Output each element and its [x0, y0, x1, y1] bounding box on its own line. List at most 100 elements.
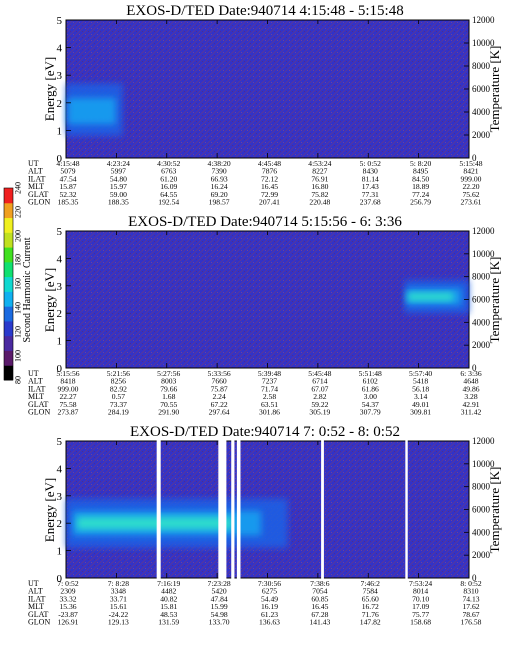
orbit-cell: 16.19 — [261, 602, 278, 611]
data-gap — [231, 440, 235, 579]
orbit-cell: 2.82 — [313, 392, 326, 401]
orbit-cell: 3348 — [111, 587, 126, 596]
feature-core — [77, 517, 233, 530]
colorbar-gradient — [3, 187, 14, 381]
orbit-cell: 16.45 — [311, 602, 328, 611]
orbit-cell: 17.43 — [362, 182, 379, 191]
colorbar-tick-label: 80 — [14, 376, 23, 384]
orbit-cell: 49.86 — [462, 384, 479, 393]
orbit-row-label: ILAT — [28, 594, 45, 603]
orbit-row-label: ALT — [28, 167, 43, 176]
data-gap — [405, 440, 408, 579]
y2-axis-label: Temperature [K] — [487, 46, 502, 133]
orbit-cell: 5:51:48 — [359, 369, 382, 378]
y2-tick-label: 10000 — [472, 459, 495, 469]
orbit-cell: 5: 0:52 — [360, 159, 382, 168]
orbit-cell: 220.48 — [309, 198, 330, 207]
orbit-cell: 77.31 — [362, 190, 379, 199]
orbit-cell: 22.27 — [59, 392, 76, 401]
y-tick-label: 1 — [57, 336, 63, 348]
orbit-cell: 192.54 — [158, 198, 179, 207]
orbit-cell: 0.57 — [112, 392, 125, 401]
orbit-cell: 17.09 — [412, 602, 429, 611]
y-tick-label: 2 — [57, 308, 63, 320]
colorbar-segment — [4, 320, 13, 337]
orbit-row-label: ALT — [28, 587, 43, 596]
colorbar-ticks: 80 100 120 140 160 180 200 220 240 — [14, 182, 23, 384]
y-tick-label: 1 — [57, 546, 63, 558]
orbit-cell: 6275 — [262, 587, 277, 596]
orbit-cell: 17.62 — [462, 602, 479, 611]
orbit-cell: 176.58 — [461, 618, 482, 627]
orbit-row-label: ALT — [28, 377, 43, 386]
data-gap — [236, 440, 241, 579]
y-axis-label: Energy [eV] — [42, 268, 57, 332]
orbit-cell: 207.41 — [259, 198, 280, 207]
orbit-cell: 79.66 — [160, 384, 177, 393]
orbit-cell: 301.86 — [259, 408, 280, 417]
orbit-cell: 4:23:24 — [107, 159, 130, 168]
orbit-cell: 8: 0:52 — [460, 579, 482, 588]
colorbar-segment — [4, 365, 13, 381]
orbit-row-label: GLAT — [28, 190, 49, 199]
orbit-cell: 131.59 — [158, 618, 179, 627]
colorbar-segment — [4, 350, 13, 366]
orbit-cell: 2.24 — [212, 392, 225, 401]
data-gap — [218, 440, 227, 579]
y-axis-label: Energy [eV] — [42, 57, 57, 121]
orbit-cell: 4648 — [463, 377, 478, 386]
orbit-cell: 5420 — [212, 587, 227, 596]
orbit-cell: 2.58 — [263, 392, 276, 401]
orbit-cell: 6102 — [363, 377, 378, 386]
y-tick-label: 5 — [57, 436, 63, 448]
y2-tick-label: 12000 — [472, 436, 495, 446]
panel-1: EXOS-D/TED Date:940714 4:15:48 - 5:15:48… — [28, 3, 502, 207]
orbit-cell: 7: 8:28 — [108, 579, 130, 588]
orbit-cell: 305.19 — [309, 408, 330, 417]
orbit-cell: 999.00 — [461, 174, 482, 183]
orbit-cell: 33.32 — [59, 594, 76, 603]
orbit-cell: 65.60 — [362, 594, 379, 603]
orbit-cell: 5:15:56 — [56, 369, 79, 378]
colorbar-segment — [4, 217, 13, 233]
y2-tick-label: 8000 — [472, 61, 491, 71]
orbit-cell: 15.99 — [211, 602, 228, 611]
colorbar-tick-label: 160 — [14, 278, 23, 290]
orbit-row-label: UT — [28, 369, 39, 378]
axis-ticks: 0 1 2 3 4 5 0 2000 4000 6000 8000 10000 12000 — [57, 15, 496, 165]
orbit-cell: 15.36 — [59, 602, 76, 611]
orbit-cell: 16.72 — [362, 602, 379, 611]
y-tick-label: 0 — [57, 573, 63, 585]
orbit-cell: 70.55 — [160, 400, 177, 409]
orbit-cell: 7:46:2 — [361, 579, 381, 588]
orbit-table: UT 5:15:56 5:21:56 5:27:56 5:33:56 5:39:48 5:4… — [28, 369, 482, 417]
axis-ticks: 0 1 2 3 4 5 0 2000 4000 6000 8000 10000 12000 — [57, 436, 496, 585]
y2-axis-label: Temperature [K] — [487, 467, 502, 554]
orbit-cell: 16.24 — [211, 182, 228, 191]
orbit-cell: 8421 — [463, 167, 478, 176]
orbit-cell: 16.45 — [261, 182, 278, 191]
orbit-cell: 133.70 — [209, 618, 230, 627]
orbit-cell: 141.43 — [309, 618, 330, 627]
orbit-cell: 77.24 — [412, 190, 429, 199]
orbit-row-label: MLT — [28, 182, 44, 191]
colorbar-segment — [4, 232, 13, 248]
colorbar-segment — [4, 261, 13, 278]
y2-tick-label: 4000 — [472, 527, 491, 537]
orbit-row-label: UT — [28, 579, 39, 588]
colorbar-tick-label: 240 — [14, 182, 23, 194]
orbit-cell: 126.91 — [58, 618, 79, 627]
orbit-cell: 5:39:48 — [258, 369, 281, 378]
orbit-cell: 4:15:48 — [56, 159, 79, 168]
orbit-cell: 4:38:20 — [208, 159, 231, 168]
y2-tick-label: 4000 — [472, 317, 491, 327]
orbit-cell: 309.81 — [410, 408, 431, 417]
y2-tick-label: 12000 — [472, 226, 495, 236]
colorbar-segment — [4, 335, 13, 351]
orbit-cell: 22.20 — [462, 182, 479, 191]
y2-tick-label: 0 — [472, 573, 477, 583]
orbit-cell: 76.91 — [311, 174, 328, 183]
orbit-cell: 74.13 — [462, 594, 479, 603]
orbit-cell: 42.91 — [462, 400, 479, 409]
y-tick-label: 5 — [57, 226, 63, 238]
